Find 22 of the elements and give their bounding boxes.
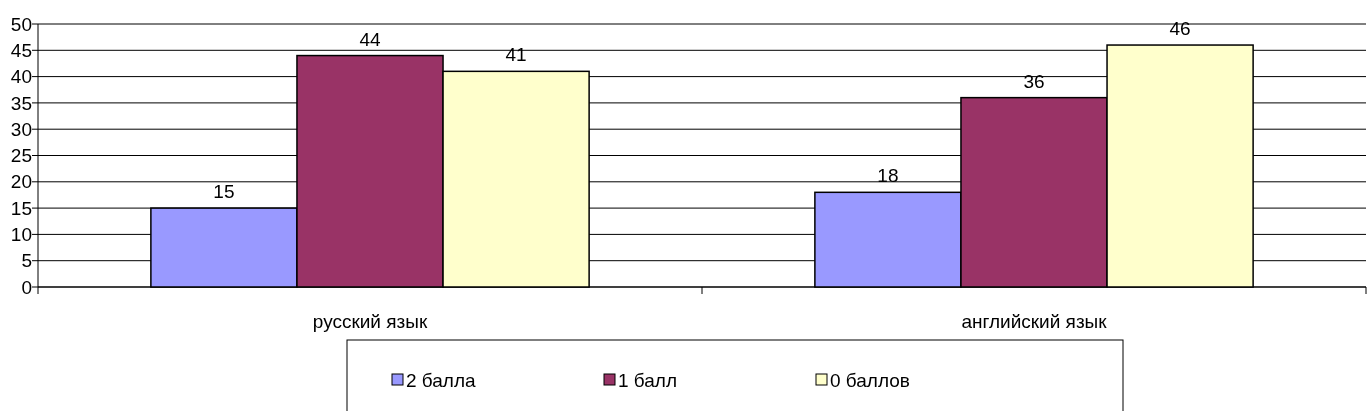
y-tick-label: 30 [10,118,32,140]
data-label: 15 [213,181,235,203]
legend-label: 0 баллов [830,369,910,391]
x-tick-label: русский язык [312,311,428,332]
legend-label: 2 балла [406,369,477,391]
data-label: 41 [505,44,527,66]
y-tick-label: 10 [10,224,32,246]
y-tick-label: 50 [10,13,32,35]
data-label: 44 [359,28,381,50]
y-tick-label: 15 [10,197,32,219]
y-tick-label: 35 [10,92,32,114]
y-tick-label: 5 [21,250,32,272]
y-tick-label: 20 [10,171,32,193]
y-tick-label: 45 [10,39,32,61]
data-label: 36 [1023,70,1045,92]
data-label: 46 [1169,18,1191,40]
y-tick-label: 25 [10,145,32,167]
legend-label: 1 балл [618,369,678,391]
y-tick-label: 40 [10,66,32,88]
y-tick-label: 0 [21,276,32,298]
data-label: 18 [877,165,899,187]
x-tick-label: английский язык [961,311,1108,332]
